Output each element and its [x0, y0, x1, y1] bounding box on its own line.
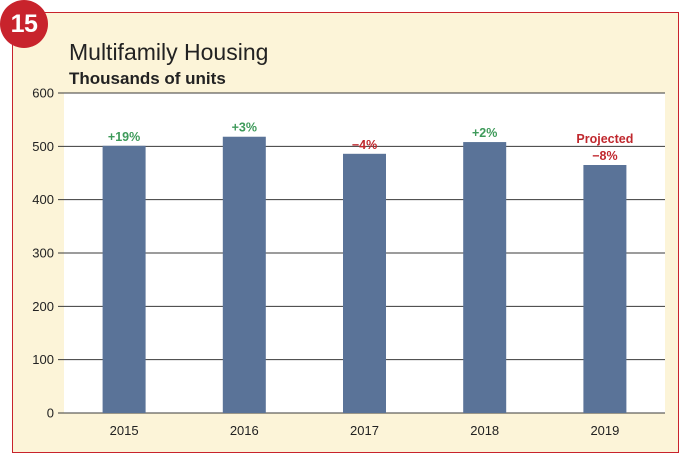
- x-tick-label: 2018: [470, 423, 499, 438]
- projected-annotation: Projected: [576, 132, 633, 146]
- data-label: −8%: [592, 149, 617, 163]
- x-tick-label: 2015: [110, 423, 139, 438]
- y-tick-label: 0: [47, 406, 54, 421]
- y-tick-label: 600: [32, 86, 54, 101]
- figure-number-badge: 15: [0, 0, 48, 48]
- chart-title: Multifamily Housing: [69, 39, 269, 65]
- x-tick-label: 2016: [230, 423, 259, 438]
- x-tick-label: 2017: [350, 423, 379, 438]
- y-tick-label: 500: [32, 139, 54, 154]
- data-label: +3%: [232, 121, 257, 135]
- y-tick-label: 100: [32, 352, 54, 367]
- data-label: −4%: [352, 138, 377, 152]
- bar: [222, 136, 266, 413]
- bar: [102, 145, 146, 414]
- bar: [343, 153, 386, 414]
- y-tick-label: 200: [32, 299, 54, 314]
- y-tick-label: 300: [32, 246, 54, 261]
- x-tick-label: 2019: [590, 423, 619, 438]
- data-label: +19%: [108, 130, 140, 144]
- chart-subtitle: Thousands of units: [69, 69, 226, 88]
- bar: [583, 165, 627, 413]
- bar: [463, 142, 507, 414]
- y-tick-label: 400: [32, 192, 54, 207]
- data-label: +2%: [472, 126, 497, 140]
